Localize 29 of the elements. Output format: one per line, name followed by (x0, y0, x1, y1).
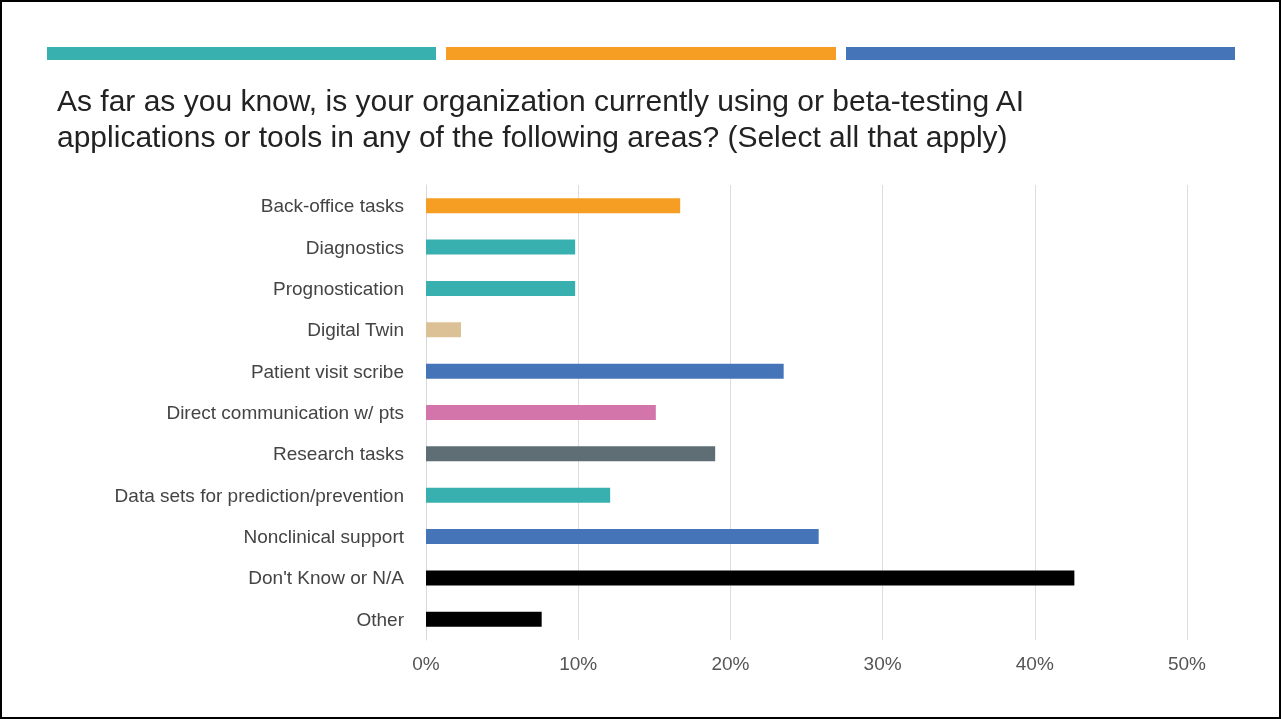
y-tick-label: Other (356, 608, 405, 630)
y-tick-label: Nonclinical support (243, 526, 405, 548)
y-tick-label: Data sets for prediction/prevention (114, 484, 404, 506)
bar (426, 239, 576, 255)
bar (426, 322, 462, 338)
y-tick-label: Patient visit scribe (250, 360, 404, 382)
x-tick-label: 30% (863, 653, 902, 674)
y-tick-label: Direct communication w/ pts (166, 402, 404, 423)
bar (426, 611, 542, 627)
bar (426, 446, 716, 462)
x-tick-label: 20% (711, 653, 750, 674)
bar (426, 487, 611, 503)
y-tick-label: Diagnostics (305, 236, 404, 258)
chart-title: As far as you know, is your organization currently using or beta-testing AI applications or tools in any of the following areas? (Select all that apply) (57, 83, 1033, 153)
bar (426, 529, 819, 545)
bar (426, 570, 1075, 586)
bar (426, 405, 656, 420)
y-tick-label: Research tasks (273, 443, 404, 465)
bar (426, 363, 784, 379)
y-tick-label: Prognostication (273, 277, 404, 299)
y-tick-label: Digital Twin (307, 319, 404, 341)
x-tick-label: 40% (1015, 653, 1054, 674)
bar (426, 198, 681, 214)
x-tick-label: 50% (1167, 653, 1207, 674)
bar (426, 280, 576, 296)
x-tick-label: 0% (412, 653, 440, 674)
x-tick-label: 10% (559, 653, 598, 674)
y-tick-label: Don't Know or N/A (248, 567, 405, 589)
y-tick-label: Back-office tasks (260, 195, 404, 217)
